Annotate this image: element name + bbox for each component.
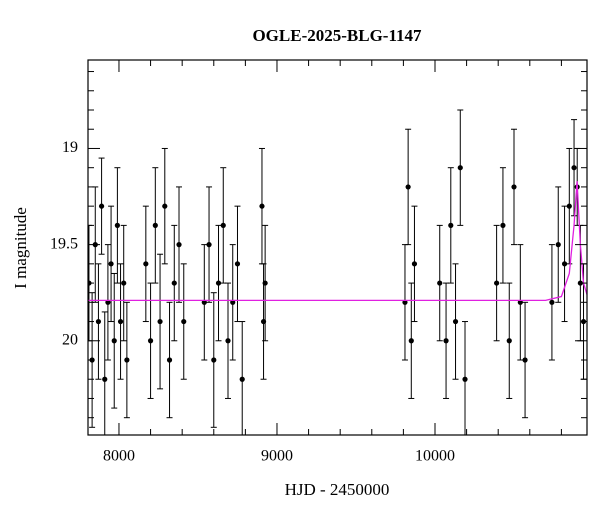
data-point	[95, 318, 102, 325]
data-point	[143, 261, 149, 267]
data-point	[437, 280, 443, 286]
data-point	[215, 280, 222, 286]
data-point	[405, 184, 411, 190]
plot-frame	[87, 59, 588, 436]
data-point	[171, 280, 177, 286]
data-point	[561, 261, 568, 267]
data-point	[262, 280, 268, 286]
data-point	[98, 203, 105, 209]
data-point	[157, 318, 163, 325]
data-point	[462, 376, 468, 382]
data-point	[506, 338, 512, 344]
x-axis-label: HJD - 2450000	[285, 480, 390, 499]
data-point	[220, 222, 226, 228]
data-point	[571, 165, 577, 171]
data-point	[452, 318, 459, 325]
data-point	[162, 203, 168, 209]
data-point	[108, 261, 114, 267]
y-axis-label: I magnitude	[11, 207, 30, 289]
data-point	[102, 376, 108, 382]
data-point	[494, 280, 500, 286]
data-point	[443, 338, 449, 344]
x-tick-label: 10000	[415, 448, 455, 465]
data-point	[121, 280, 127, 286]
data-point	[211, 357, 217, 363]
y-tick-label: 19.5	[50, 235, 78, 252]
model-curve	[88, 181, 587, 302]
data-point	[577, 280, 583, 286]
y-tick-label: 20	[62, 331, 78, 348]
data-point	[166, 357, 173, 363]
data-point	[566, 203, 572, 209]
data-point	[124, 357, 130, 363]
data-point	[511, 184, 517, 190]
data-point	[206, 242, 212, 248]
data-point	[181, 318, 187, 325]
data-point	[225, 338, 231, 344]
data-point	[234, 261, 241, 267]
data-point	[549, 299, 555, 305]
plot-area	[88, 109, 587, 435]
data-point	[448, 222, 454, 228]
data-point	[555, 242, 561, 248]
data-point	[239, 376, 245, 382]
data-point	[522, 357, 528, 363]
data-point	[117, 318, 124, 325]
data-point	[457, 165, 463, 171]
data-point	[152, 222, 158, 228]
x-tick-label: 9000	[261, 448, 293, 465]
data-point	[411, 261, 418, 267]
data-point	[147, 338, 154, 344]
chart-title: OGLE-2025-BLG-1147	[252, 26, 422, 45]
data-point	[408, 338, 414, 344]
x-tick-label: 8000	[103, 448, 135, 465]
data-point	[114, 222, 120, 228]
y-tick-label: 19	[62, 139, 78, 156]
data-point	[259, 203, 265, 209]
data-point	[500, 222, 506, 228]
data-point	[176, 242, 182, 248]
data-point	[111, 338, 117, 344]
